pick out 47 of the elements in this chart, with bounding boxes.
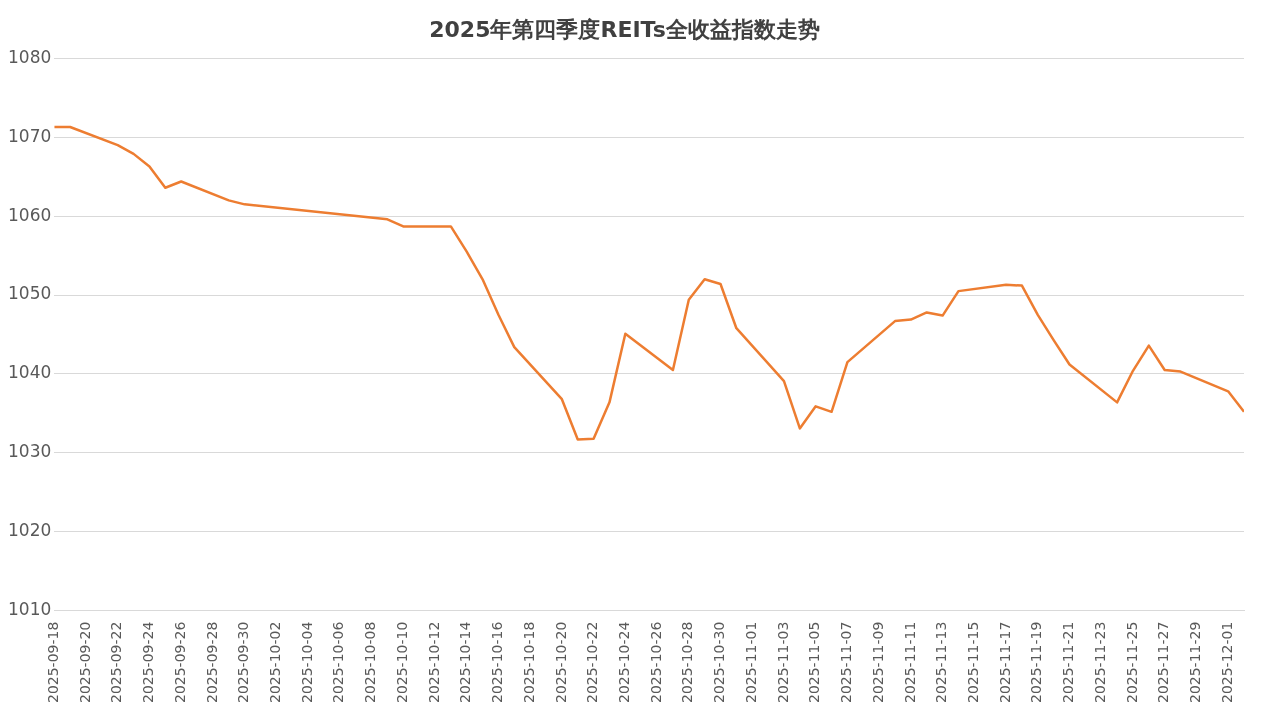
x-tick-label: 2025-10-28 xyxy=(679,621,696,704)
x-tick-label: 2025-09-22 xyxy=(108,621,125,704)
y-tick-label: 1070 xyxy=(8,125,52,146)
y-tick-label: 1010 xyxy=(8,599,52,620)
x-tick-label: 2025-11-21 xyxy=(1060,621,1077,704)
x-tick-label: 2025-10-12 xyxy=(425,621,442,704)
x-tick-label: 2025-10-24 xyxy=(615,621,632,704)
y-tick-label: 1060 xyxy=(8,204,52,225)
x-tick-label: 2025-11-03 xyxy=(774,621,791,704)
x-tick-label: 2025-10-14 xyxy=(457,621,474,704)
x-tick-label: 2025-10-18 xyxy=(520,621,537,704)
x-tick-label: 2025-09-20 xyxy=(76,621,93,704)
x-tick-label: 2025-11-11 xyxy=(901,621,918,704)
y-tick-label: 1030 xyxy=(8,441,52,462)
x-tick-label: 2025-11-27 xyxy=(1155,621,1172,704)
x-tick-label: 2025-10-10 xyxy=(393,621,410,704)
x-tick-label: 2025-09-18 xyxy=(44,621,61,704)
x-tick-label: 2025-09-26 xyxy=(171,621,188,704)
x-tick-label: 2025-11-07 xyxy=(838,621,855,704)
x-tick-label: 2025-10-26 xyxy=(647,621,664,704)
x-tick-label: 2025-10-16 xyxy=(489,621,506,704)
x-tick-label: 2025-11-25 xyxy=(1123,621,1140,704)
x-tick-label: 2025-10-02 xyxy=(266,621,283,704)
x-tick-label: 2025-11-19 xyxy=(1028,621,1045,704)
x-tick-label: 2025-11-29 xyxy=(1187,621,1204,704)
chart-title: 2025年第四季度REITs全收益指数走势 xyxy=(429,16,820,42)
x-tick-label: 2025-11-17 xyxy=(996,621,1013,704)
x-tick-label: 2025-11-05 xyxy=(806,621,823,704)
y-tick-label: 1050 xyxy=(8,283,52,304)
x-tick-label: 2025-10-20 xyxy=(552,621,569,704)
x-tick-label: 2025-09-28 xyxy=(203,621,220,704)
x-tick-label: 2025-10-30 xyxy=(711,621,728,704)
y-tick-label: 1020 xyxy=(8,520,52,541)
x-tick-label: 2025-09-24 xyxy=(140,621,157,704)
x-tick-label: 2025-11-23 xyxy=(1091,621,1108,704)
x-tick-label: 2025-12-01 xyxy=(1218,621,1235,704)
x-tick-label: 2025-11-13 xyxy=(933,621,950,704)
y-tick-label: 1040 xyxy=(8,362,52,383)
x-tick-label: 2025-10-04 xyxy=(298,621,315,704)
x-tick-label: 2025-10-06 xyxy=(330,621,347,704)
x-tick-label: 2025-09-30 xyxy=(235,621,252,704)
y-tick-label: 1080 xyxy=(8,46,52,67)
x-tick-label: 2025-10-22 xyxy=(584,621,601,704)
x-tick-label: 2025-11-01 xyxy=(742,621,759,704)
x-tick-label: 2025-11-09 xyxy=(869,621,886,704)
x-tick-label: 2025-10-08 xyxy=(362,621,379,704)
x-tick-label: 2025-11-15 xyxy=(964,621,981,704)
